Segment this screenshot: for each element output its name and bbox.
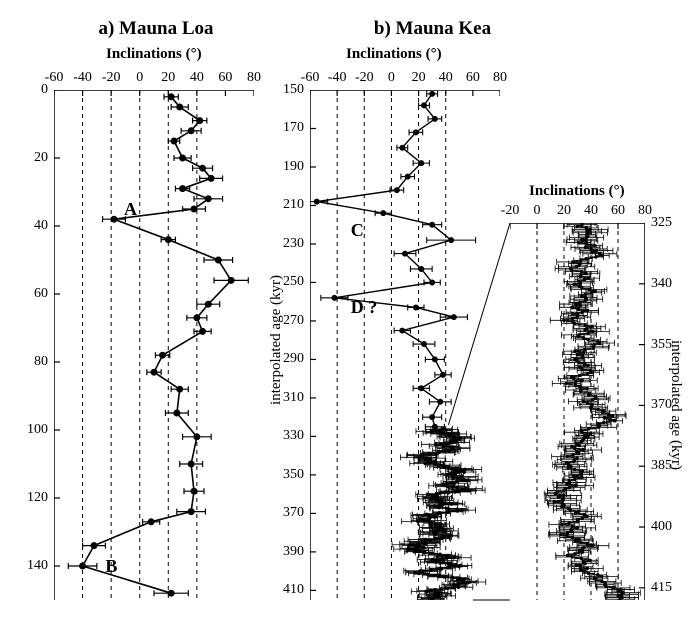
callout-overlay (0, 0, 688, 634)
